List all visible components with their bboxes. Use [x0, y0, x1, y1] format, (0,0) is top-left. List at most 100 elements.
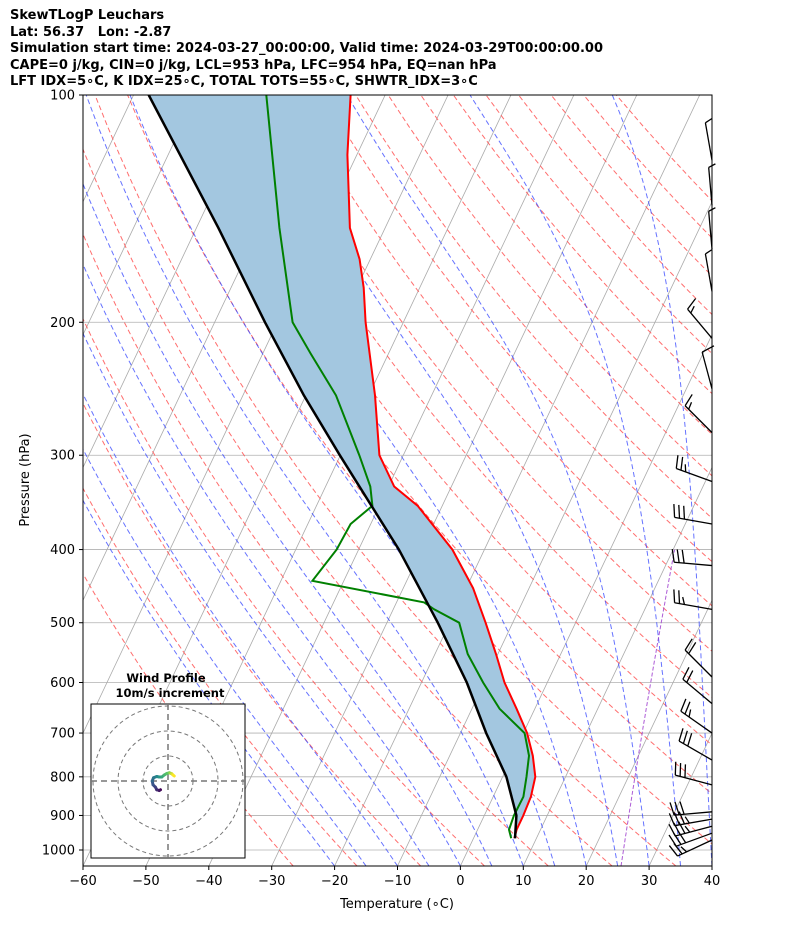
wind-barb-staff [674, 561, 713, 567]
x-axis-label: Temperature (∘C) [339, 897, 454, 912]
wind-barb-flag [678, 504, 681, 519]
location-text: Lat: 56.37 Lon: -2.87 [10, 24, 172, 40]
wind-barb-flag [687, 298, 697, 310]
wind-barb-staff [682, 678, 713, 705]
wind-barb [684, 394, 713, 434]
isotherm-line [585, 599, 712, 866]
wind-barb [687, 298, 713, 339]
temperature-line [346, 95, 537, 839]
index-text: LFT IDX=5∘C, K IDX=25∘C, TOTAL TOTS=55∘C… [10, 74, 478, 89]
dewpoint-line [265, 95, 531, 839]
hodograph-subtitle: 10m/s increment [116, 686, 225, 700]
wind-barb-flag [688, 401, 693, 410]
wind-barb [675, 455, 713, 483]
wind-barb-flag [682, 596, 686, 605]
y-tick-label: 700 [50, 727, 75, 742]
wind-barb-flag [684, 825, 691, 833]
wind-barb-flag [673, 589, 676, 603]
x-tick-label: −20 [321, 874, 348, 889]
wind-barb [673, 589, 713, 610]
x-tick-label: 40 [704, 874, 721, 889]
y-tick-label: 400 [50, 543, 75, 558]
x-tick-label: −40 [195, 874, 222, 889]
wind-barb-flag [668, 845, 679, 857]
wind-barb-staff [674, 516, 713, 525]
moist-adiabat-line [129, 95, 556, 866]
hodograph-ring [117, 730, 219, 832]
wind-barb-flag [680, 698, 687, 712]
moist-adiabat-line [83, 263, 461, 866]
wind-barb-flag [682, 667, 690, 680]
y-tick-label: 500 [50, 616, 75, 631]
wind-barb-staff [701, 351, 713, 389]
wind-barb [704, 249, 713, 292]
wind-barb-flag [683, 505, 686, 520]
moist-adiabat-line [469, 95, 681, 866]
wind-barb [673, 504, 713, 525]
wind-barb-staff [684, 649, 713, 678]
wind-barb-flag [668, 834, 677, 847]
x-tick-label: −50 [132, 874, 159, 889]
x-tick-label: −10 [384, 874, 411, 889]
wind-barb-flag [671, 548, 675, 563]
wind-barb-staff [708, 167, 713, 206]
wind-barb-staff [684, 405, 713, 434]
dry-adiabat-line [257, 95, 712, 652]
y-tick-label: 600 [50, 676, 75, 691]
x-tick-label: −60 [69, 874, 96, 889]
wind-barb-flag [678, 811, 686, 825]
wind-barb-flag [690, 305, 695, 314]
y-tick-label: 800 [50, 770, 75, 785]
wind-barb [684, 638, 713, 678]
wind-barb [671, 548, 713, 567]
dry-adiabat-line [159, 95, 712, 795]
moist-adiabat-line [83, 393, 398, 866]
isotherm-line [0, 95, 8, 866]
wind-barb-flag [708, 163, 716, 169]
wind-barb-flag [688, 642, 697, 655]
chart-title: SkewTLogP Leuchars [10, 8, 165, 23]
wind-barb [668, 839, 713, 857]
wind-barb [682, 667, 713, 705]
hodograph-segment [171, 773, 176, 778]
isotherm-line [648, 732, 712, 866]
y-tick-label: 100 [50, 89, 75, 104]
x-tick-label: 20 [578, 874, 595, 889]
wind-barb [668, 821, 713, 837]
dry-adiabat-line [583, 95, 712, 239]
isotherm-line [711, 865, 712, 866]
wind-barb-flag [705, 118, 713, 124]
wind-barb-flag [681, 549, 685, 564]
moist-adiabat-line [346, 95, 650, 866]
wind-barb-flag [679, 801, 685, 815]
y-tick-label: 200 [50, 316, 75, 331]
wind-barb-flag [680, 456, 684, 471]
wind-barb-flag [668, 813, 676, 826]
parcel-line [147, 95, 518, 839]
wind-barb-staff [676, 832, 713, 847]
wind-barb [669, 801, 713, 816]
dry-adiabat-line [83, 402, 422, 866]
dry-adiabat-line [83, 147, 613, 866]
wind-barb-staff [678, 740, 713, 761]
moist-adiabat-line [611, 95, 712, 866]
wind-barb-flag [688, 709, 692, 718]
wind-barb-staff [704, 122, 713, 161]
wind-barb-flag [705, 249, 713, 255]
isotherm-line [397, 200, 712, 866]
wind-barb-flag [701, 345, 715, 353]
y-tick-label: 900 [50, 809, 75, 824]
wind-barb-staff [687, 308, 713, 339]
wind-barb-flag [675, 455, 679, 469]
wind-barb-flag [684, 638, 693, 651]
moist-adiabat-line [83, 332, 430, 866]
dry-adiabat-line [387, 95, 712, 477]
wind-barb-staff [680, 710, 713, 734]
chart-header: SkewTLogP Leuchars Lat: 56.37 Lon: -2.87… [10, 8, 603, 91]
wind-barb-staff [674, 602, 713, 610]
wind-barb [674, 761, 713, 786]
dry-adiabat-line [83, 572, 294, 866]
wind-barb-flag [680, 846, 688, 853]
wind-barb-flag [676, 549, 680, 563]
